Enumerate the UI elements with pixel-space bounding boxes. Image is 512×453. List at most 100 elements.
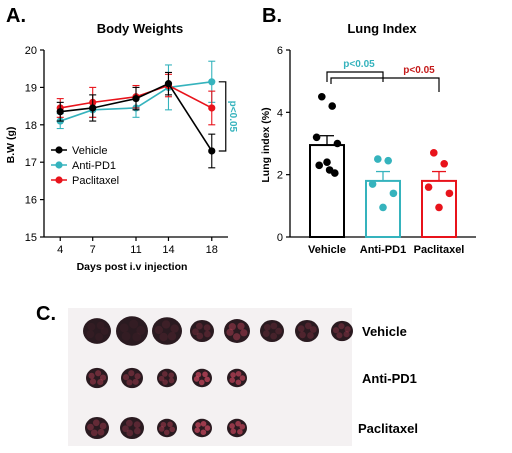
lung-shape — [260, 319, 284, 343]
lung-spot — [344, 326, 351, 333]
lung-spot — [161, 320, 171, 329]
lung-spot — [239, 375, 246, 381]
panel-letter-b: B. — [262, 5, 282, 27]
lung-specimen — [260, 319, 284, 343]
lung-specimen — [331, 320, 353, 342]
lung-spot — [86, 330, 95, 339]
lung-spot — [200, 420, 207, 427]
body-weights-point — [164, 80, 173, 88]
lung-spot — [162, 379, 168, 385]
lung-shape — [120, 416, 144, 440]
body-weights-ytick-label: 17 — [25, 157, 37, 169]
lung-index-point — [389, 189, 398, 198]
lung-spot — [235, 420, 241, 427]
lung-spot — [233, 333, 241, 341]
lung-spot — [132, 378, 139, 385]
lung-spot — [198, 379, 205, 386]
lung-specimen — [227, 368, 247, 388]
body-weights-xlabel: Days post i.v injection — [77, 261, 188, 273]
lung-index-ytick-label: 6 — [277, 45, 283, 57]
lung-spot — [195, 422, 201, 428]
lung-shape — [152, 317, 182, 345]
body-weights-xtick-label: 18 — [206, 244, 218, 256]
lung-index-point — [312, 133, 321, 142]
lung-spot — [229, 377, 236, 384]
lung-spot — [168, 372, 175, 379]
lung-spot — [154, 325, 164, 335]
lung-spot — [97, 378, 104, 386]
lung-spot — [95, 370, 102, 377]
lung-spot — [100, 327, 109, 335]
lung-spot — [133, 421, 141, 429]
lung-spot — [125, 419, 133, 427]
lung-index-ylabel: Lung index (%) — [260, 107, 272, 182]
legend-marker — [55, 146, 63, 154]
lung-spot — [304, 322, 312, 330]
lung-specimen — [157, 368, 177, 388]
body-weights-point — [89, 104, 97, 112]
lung-spot — [226, 328, 234, 336]
lung-index-ytick-label: 2 — [277, 170, 283, 182]
lung-specimen — [190, 319, 214, 343]
lung-spot — [158, 426, 165, 432]
lung-spot — [196, 332, 204, 340]
lung-spot — [88, 372, 95, 379]
lung-spot — [97, 428, 105, 436]
lung-spot — [204, 425, 211, 431]
lung-spot — [122, 374, 130, 381]
lung-spot — [121, 331, 131, 341]
lung-spot — [92, 419, 100, 427]
lung-spot — [338, 323, 345, 330]
lung-index-point — [328, 102, 337, 110]
lung-spot — [240, 329, 248, 337]
lung-spot — [307, 332, 314, 339]
body-weights-xtick-label: 14 — [162, 244, 174, 256]
lung-index-sig-bracket-2 — [330, 77, 440, 92]
lung-specimen — [157, 418, 177, 438]
lung-spot — [263, 323, 271, 331]
lung-shape — [331, 320, 353, 342]
lung-spot — [237, 322, 245, 330]
legend-marker — [55, 161, 63, 169]
lung-shape — [157, 418, 177, 438]
lung-index-group-1: Anti-PD1 — [360, 155, 406, 256]
lung-spot — [134, 373, 141, 380]
lung-specimen — [295, 319, 319, 343]
lung-index-point — [430, 149, 438, 157]
lung-spot — [200, 429, 207, 436]
lung-spot — [309, 326, 317, 333]
body-weights-xtick-label: 11 — [130, 244, 141, 256]
body-weights-point — [208, 78, 216, 86]
lung-shape — [83, 318, 111, 344]
body-weights-sig-bracket — [218, 81, 227, 152]
lung-spot — [161, 371, 168, 377]
lung-index-sig-label-2: p<0.05 — [403, 65, 435, 76]
lung-specimen — [116, 316, 148, 346]
lung-index-sig-bracket-1 — [326, 71, 384, 82]
panel-letter-a: A. — [6, 5, 26, 27]
lung-index-xtick-label: Anti-PD1 — [360, 244, 406, 256]
body-weights-ytick-label: 18 — [25, 120, 37, 132]
lung-spot — [262, 330, 270, 338]
lung-spot — [230, 372, 236, 378]
lung-spot — [132, 332, 142, 342]
lung-index-group-0: Vehicle — [308, 92, 346, 256]
lung-spot — [230, 428, 237, 435]
lung-spot — [194, 427, 201, 434]
lung-specimen — [227, 418, 247, 438]
lung-spot — [122, 425, 129, 433]
lung-photo: Vehicle Anti-PD1 Paclitaxel — [68, 308, 418, 446]
lung-specimen — [85, 416, 109, 440]
lung-spot — [160, 421, 167, 428]
lung-row-label: Paclitaxel — [358, 421, 418, 436]
body-weights-ylabel: B.W (g) — [5, 127, 17, 164]
lung-spot — [169, 426, 176, 433]
lung-spot — [195, 371, 202, 378]
lung-spot — [96, 321, 105, 330]
lung-spot — [235, 379, 242, 386]
lung-spot — [99, 374, 107, 381]
lung-spot — [87, 423, 94, 431]
lung-shape — [157, 368, 177, 388]
lung-spot — [167, 332, 177, 341]
